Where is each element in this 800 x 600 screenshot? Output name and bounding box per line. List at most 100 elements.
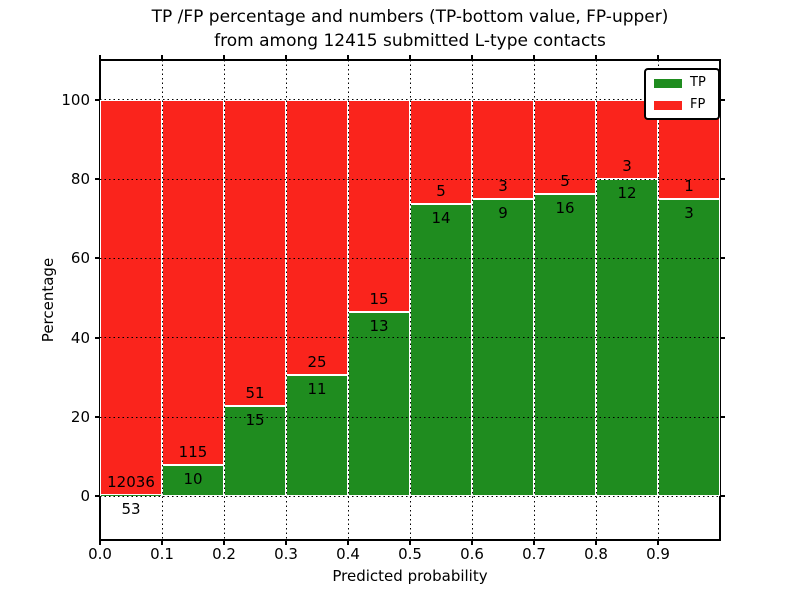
tp-count-label: 12 xyxy=(617,184,637,202)
x-tick-label: 0.2 xyxy=(212,545,236,563)
tp-count-label: 11 xyxy=(307,380,327,399)
bar-segment-tp xyxy=(534,194,596,497)
y-tick-mark-right xyxy=(720,98,725,101)
x-tick-mark-top xyxy=(657,55,659,60)
y-tick-mark-left xyxy=(95,98,100,101)
x-tick-mark-bottom xyxy=(347,540,349,545)
fp-count-label: 5 xyxy=(436,182,446,201)
y-tick-label: 100 xyxy=(61,90,90,109)
x-axis-label: Predicted probability xyxy=(332,567,488,585)
x-tick-label: 0.6 xyxy=(460,545,484,563)
bar-segment-tp xyxy=(286,375,348,497)
x-tick-mark-bottom xyxy=(595,540,597,545)
gridline-vertical xyxy=(409,60,411,540)
gridline-vertical xyxy=(285,60,287,540)
gridline-vertical xyxy=(161,60,163,540)
x-tick-mark-bottom xyxy=(471,540,473,545)
gridline-vertical xyxy=(533,60,535,540)
y-axis-label: Percentage xyxy=(39,257,57,343)
y-tick-mark-left xyxy=(95,495,100,498)
x-tick-mark-top xyxy=(471,55,473,60)
x-tick-mark-bottom xyxy=(161,540,163,545)
gridline-horizontal xyxy=(100,257,720,259)
legend-entry-tp: TP xyxy=(654,76,710,90)
tp-count-label: 15 xyxy=(245,411,265,430)
x-tick-mark-top xyxy=(595,55,597,60)
x-tick-label: 0.1 xyxy=(150,545,174,563)
bar-segment-fp xyxy=(100,99,162,495)
bar-segment-tp xyxy=(410,204,472,497)
x-tick-label: 0.4 xyxy=(336,545,360,563)
y-tick-mark-right xyxy=(720,336,725,339)
fp-count-label: 51 xyxy=(245,384,265,403)
fp-count-label: 3 xyxy=(622,157,632,175)
gridline-vertical xyxy=(471,60,473,540)
legend: TP FP xyxy=(644,68,720,120)
x-tick-mark-top xyxy=(409,55,411,60)
fp-count-label: 5 xyxy=(560,172,570,191)
x-tick-label: 0.9 xyxy=(646,545,670,563)
fp-count-label: 15 xyxy=(369,290,389,309)
fp-count-label: 25 xyxy=(307,353,327,372)
x-tick-label: 0.5 xyxy=(398,545,422,563)
x-tick-mark-top xyxy=(99,55,101,60)
x-tick-label: 0.0 xyxy=(88,545,112,563)
tp-count-label: 16 xyxy=(555,199,575,218)
x-tick-mark-top xyxy=(161,55,163,60)
x-tick-mark-top xyxy=(533,55,535,60)
tp-count-label: 14 xyxy=(431,209,451,228)
gridline-vertical xyxy=(595,60,597,540)
chart-title: TP /FP percentage and numbers (TP-bottom… xyxy=(100,5,720,53)
x-tick-label: 0.3 xyxy=(274,545,298,563)
x-tick-mark-bottom xyxy=(657,540,659,545)
legend-label-tp: TP xyxy=(690,75,706,90)
tp-count-label: 9 xyxy=(498,203,508,222)
fp-count-label: 12036 xyxy=(107,472,155,491)
gridline-horizontal xyxy=(100,416,720,418)
gridline-horizontal xyxy=(100,99,720,101)
x-tick-mark-bottom xyxy=(99,540,101,545)
x-tick-label: 0.8 xyxy=(584,545,608,563)
x-tick-mark-bottom xyxy=(533,540,535,545)
x-tick-mark-bottom xyxy=(409,540,411,545)
y-tick-mark-left xyxy=(95,416,100,419)
x-tick-mark-top xyxy=(223,55,225,60)
tp-swatch-icon xyxy=(654,78,682,88)
y-tick-mark-right xyxy=(720,416,725,419)
bar-segment-tp xyxy=(224,406,286,497)
legend-entry-fp: FP xyxy=(654,98,710,112)
gridline-horizontal xyxy=(100,495,720,497)
tp-count-label: 13 xyxy=(369,317,389,336)
legend-label-fp: FP xyxy=(690,97,706,112)
bar-segment-fp xyxy=(162,99,224,465)
gridline-vertical xyxy=(657,60,659,540)
chart-title-line1: TP /FP percentage and numbers (TP-bottom… xyxy=(151,7,669,27)
fp-count-label: 115 xyxy=(178,442,208,461)
y-tick-mark-right xyxy=(720,257,725,260)
fp-count-label: 3 xyxy=(498,176,508,195)
bar-segment-tp xyxy=(658,198,720,497)
y-tick-mark-left xyxy=(95,257,100,260)
gridline-horizontal xyxy=(100,178,720,180)
tp-count-label: 3 xyxy=(684,203,694,222)
plot-area: 12036 53 115 10 51 15 25 11 15 13 5 14 3 9 5 16 3 12 1 3 xyxy=(99,59,721,541)
y-tick-label: 40 xyxy=(70,328,90,347)
fp-count-label: 1 xyxy=(684,176,694,195)
y-tick-label: 20 xyxy=(70,408,90,427)
y-tick-label: 0 xyxy=(80,487,90,506)
y-tick-mark-right xyxy=(720,178,725,180)
x-tick-mark-top xyxy=(285,55,287,60)
bar-segment-fp xyxy=(224,99,286,407)
fp-swatch-icon xyxy=(654,100,682,110)
y-tick-label: 60 xyxy=(70,249,90,268)
bar-segment-fp xyxy=(348,99,410,313)
tp-count-label: 10 xyxy=(183,469,203,488)
gridline-vertical xyxy=(347,60,349,540)
y-tick-mark-left xyxy=(95,178,100,180)
x-tick-label: 0.7 xyxy=(522,545,546,563)
x-tick-mark-top xyxy=(347,55,349,60)
y-tick-mark-right xyxy=(720,495,725,498)
bar-segment-tp xyxy=(472,198,534,497)
y-tick-mark-left xyxy=(95,336,100,339)
